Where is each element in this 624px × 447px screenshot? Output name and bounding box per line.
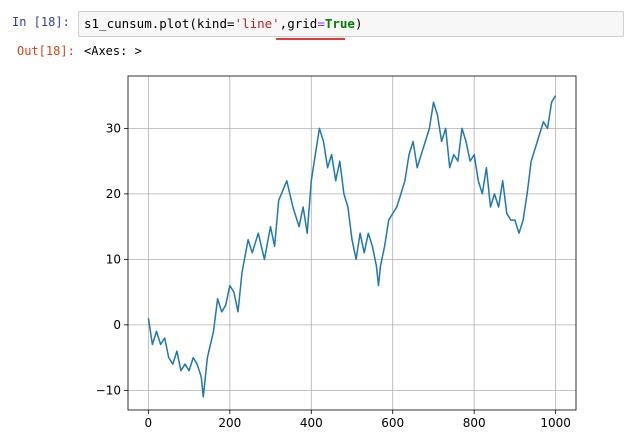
x-tick-label: 400 [300,416,323,430]
input-prompt: In [18]: [12,15,70,29]
y-tick-label: 10 [106,252,121,266]
output-prompt: Out[18]: [17,44,75,58]
code-suffix: ) [354,16,363,31]
output-text: <Axes: > [84,44,142,58]
code-kind-value: 'line' [234,16,280,31]
input-cell[interactable]: In [18]: s1_cunsum.plot(kind='line',grid… [0,9,624,39]
plot-frame [127,75,577,411]
series-line [147,95,557,398]
x-tick-label: 0 [145,416,153,430]
y-tick-label: 30 [106,121,121,135]
code-prefix: s1_cunsum.plot(kind= [84,16,235,31]
spellcheck-underline [276,38,345,40]
code-text[interactable]: s1_cunsum.plot(kind='line',grid=True) [84,16,362,31]
y-tick-label: 20 [106,187,121,201]
code-comma: , [279,16,288,31]
y-tick-label: 0 [113,318,121,332]
code-editor[interactable]: s1_cunsum.plot(kind='line',grid=True) [78,11,624,37]
code-grid-value: True [324,16,355,31]
x-tick-label: 600 [381,416,404,430]
code-equals: = [317,16,325,31]
code-grid-arg: grid [287,16,318,31]
x-tick-label: 200 [218,416,241,430]
x-tick-label: 800 [463,416,486,430]
y-tick-label: −10 [96,383,121,397]
x-tick-label: 1000 [540,416,571,430]
